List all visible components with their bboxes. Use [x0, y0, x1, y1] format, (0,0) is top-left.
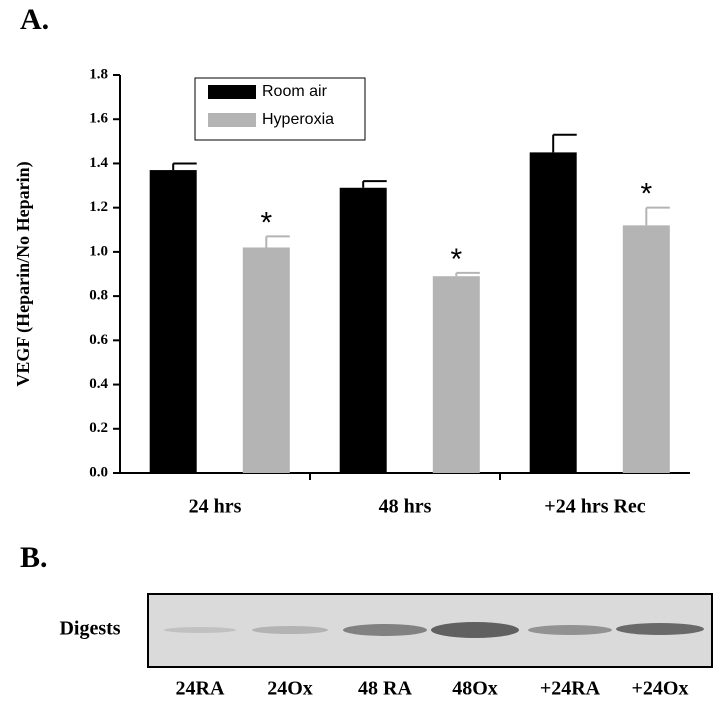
x-tick-label: 48 hrs: [379, 496, 432, 518]
lane-label: 48 RA: [358, 678, 412, 700]
band: [528, 625, 612, 635]
legend-swatch: [208, 113, 256, 127]
band: [164, 627, 236, 633]
lane-label: 24RA: [176, 678, 225, 700]
annotation: *: [640, 178, 652, 211]
y-tick-label: 1.4: [89, 155, 108, 171]
x-tick-label: 24 hrs: [189, 496, 242, 518]
legend-label: Hyperoxia: [262, 111, 334, 128]
y-tick-label: 1.0: [89, 243, 108, 259]
y-tick-label: 0.2: [89, 420, 108, 436]
lane-label: +24Ox: [632, 678, 689, 700]
y-tick-label: 1.8: [89, 66, 108, 82]
blot-row-label: Digests: [59, 618, 120, 640]
y-tick-label: 1.2: [89, 199, 108, 215]
y-tick-label: 0.0: [89, 464, 108, 480]
bar: [622, 225, 670, 473]
band: [252, 626, 328, 634]
bar: [339, 187, 387, 473]
lane-label: 48Ox: [452, 678, 498, 700]
y-tick-label: 1.6: [89, 111, 108, 127]
y-axis-label: VEGF (Heparin/No Heparin): [13, 161, 34, 386]
bar: [432, 276, 480, 473]
lane-label: +24RA: [540, 678, 601, 700]
bar: [242, 247, 290, 473]
y-tick-label: 0.4: [89, 376, 108, 392]
bar: [149, 170, 197, 474]
y-tick-label: 0.6: [89, 332, 108, 348]
legend-swatch: [208, 85, 256, 99]
panel-label: B.: [20, 541, 48, 574]
band: [616, 623, 704, 635]
annotation: *: [450, 243, 462, 276]
annotation: *: [260, 206, 272, 239]
legend-label: Room air: [262, 83, 328, 100]
y-tick-label: 0.8: [89, 288, 108, 304]
bar: [529, 152, 577, 473]
lane-label: 24Ox: [267, 678, 313, 700]
x-tick-label: +24 hrs Rec: [544, 496, 646, 518]
band: [343, 624, 427, 636]
panel-label: A.: [20, 3, 49, 36]
band: [431, 622, 519, 638]
